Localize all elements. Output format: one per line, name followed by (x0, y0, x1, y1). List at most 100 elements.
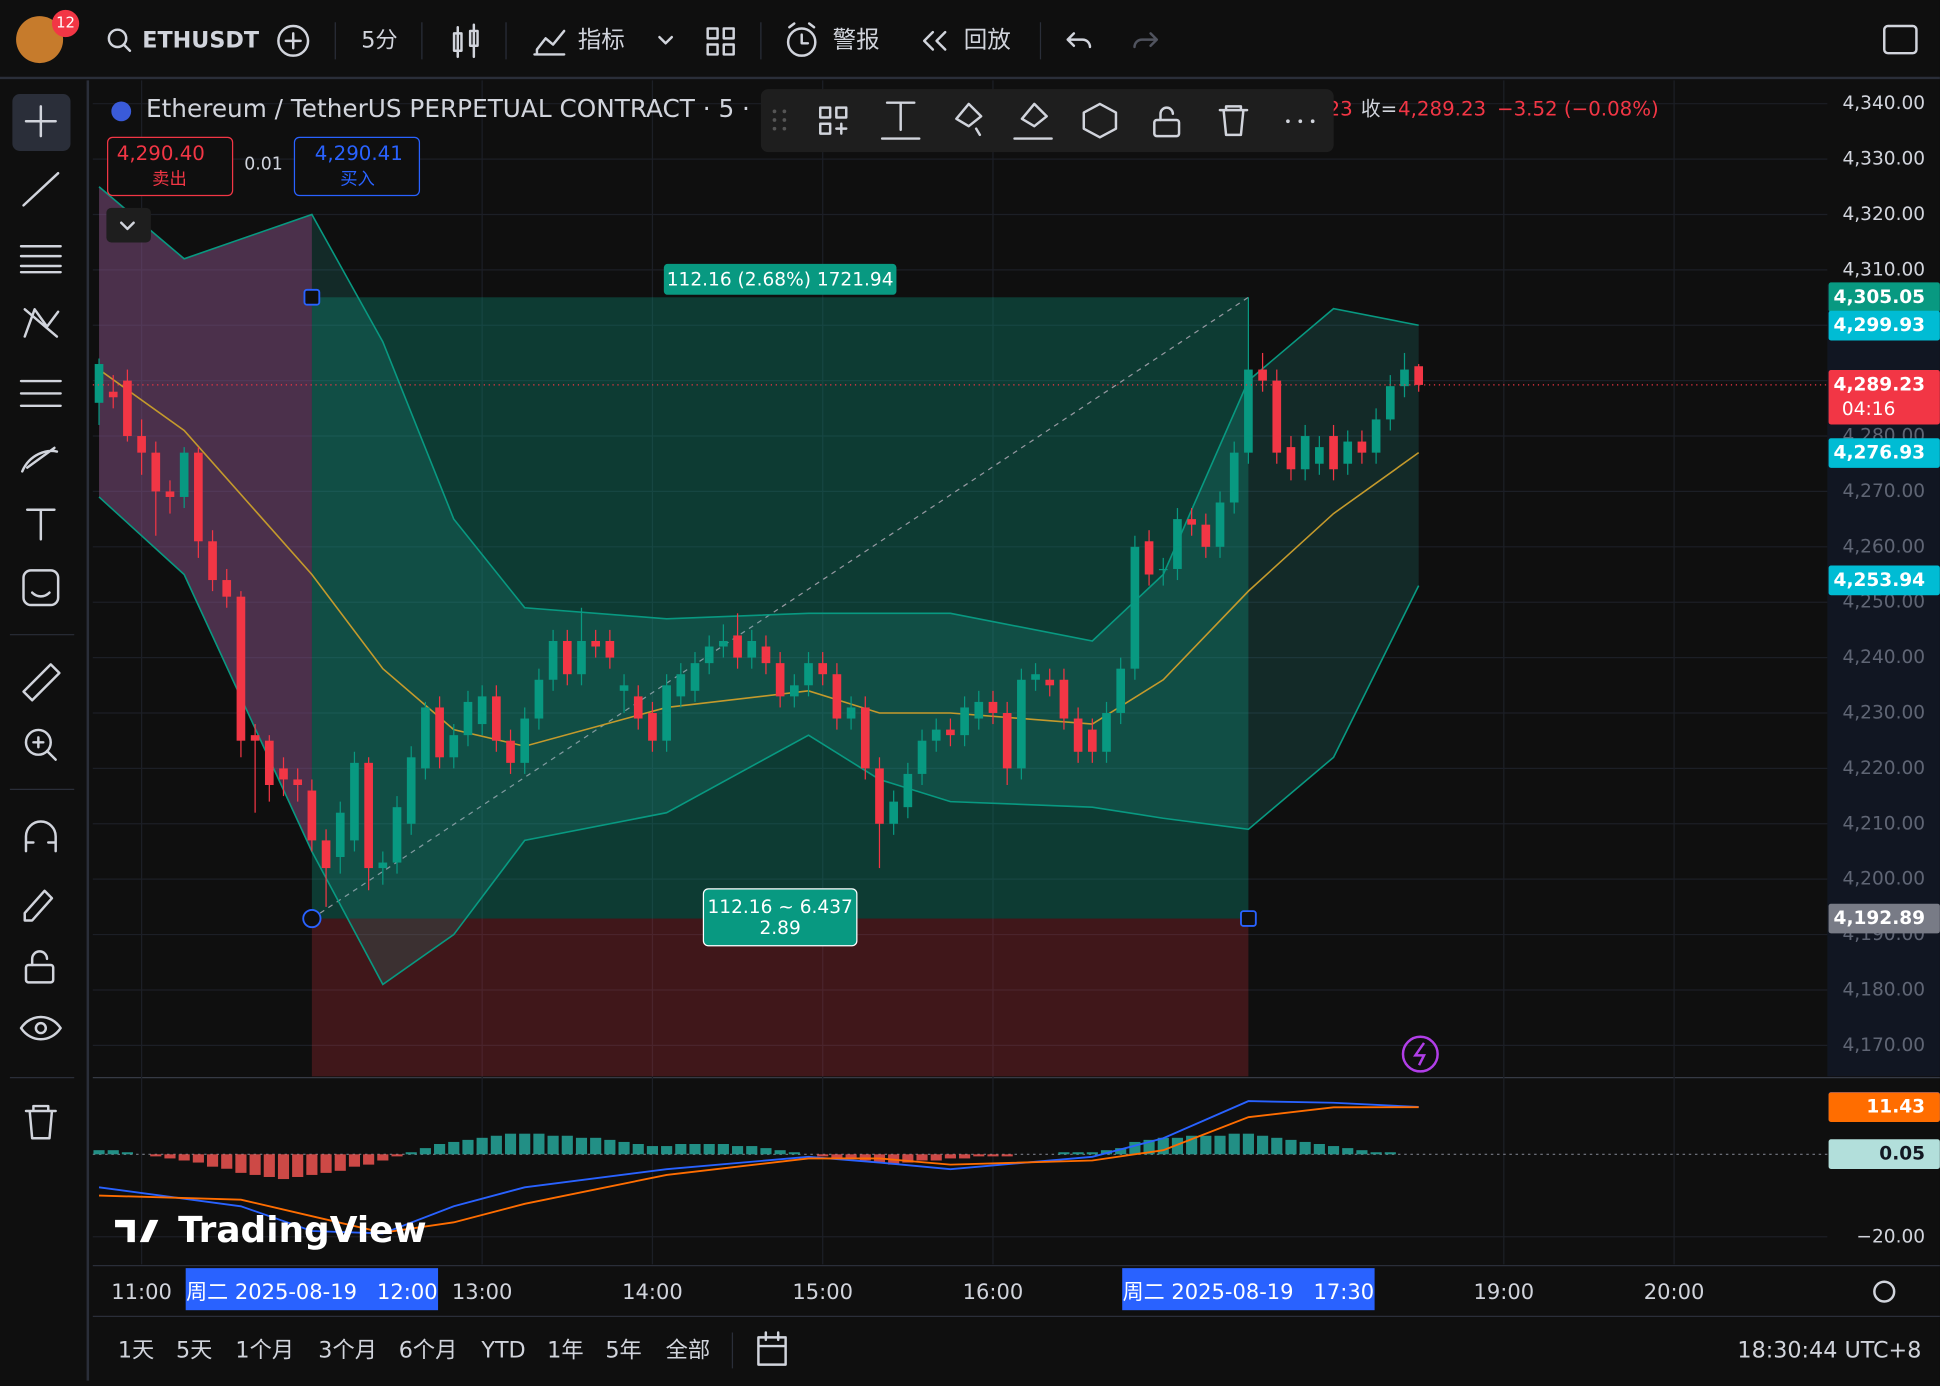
histogram-bar (1171, 1137, 1184, 1155)
candle-body (1329, 436, 1338, 470)
candle-body (406, 757, 416, 824)
histogram-bar (391, 1154, 403, 1157)
fib-tool[interactable] (19, 244, 62, 274)
signal-line (99, 1106, 1419, 1234)
brush-tool[interactable] (21, 446, 59, 473)
price-tag (1828, 903, 1940, 934)
x-marker-label: 周二 2025-08-19 12:00 (186, 1279, 437, 1304)
candle-body (1102, 712, 1111, 752)
ruler-tool[interactable] (22, 663, 61, 702)
price-tag (1828, 1092, 1940, 1123)
candle-body (747, 640, 757, 658)
delete-tool[interactable] (24, 1104, 57, 1140)
candle-body (775, 663, 785, 697)
candle-body (974, 701, 984, 719)
text-icon[interactable] (880, 101, 921, 140)
range-button[interactable]: YTD (480, 1338, 525, 1364)
candle-body (94, 364, 104, 403)
collapse-button[interactable] (106, 207, 151, 243)
buy-button[interactable] (293, 136, 421, 197)
histogram-bar (1342, 1148, 1354, 1155)
lock-tool[interactable] (24, 963, 55, 984)
visibility-tool[interactable] (19, 1015, 62, 1041)
clock[interactable]: 18:30:44 UTC+8 (1737, 1338, 1921, 1364)
candle-body (1158, 568, 1168, 571)
sell-button[interactable] (107, 136, 234, 197)
symbol[interactable]: ETHUSDT (142, 27, 260, 53)
watermark: TradingView (178, 1210, 426, 1251)
price-tag (1828, 282, 1940, 313)
indicators[interactable]: 指标 (578, 25, 625, 53)
indicator-icon[interactable] (533, 29, 566, 56)
fullscreen[interactable] (1883, 24, 1918, 55)
histogram-bar (448, 1141, 460, 1155)
replay-icon[interactable] (922, 30, 947, 51)
range-button[interactable]: 6个月 (399, 1338, 458, 1364)
add-symbol[interactable] (277, 24, 310, 57)
range-button[interactable]: 5年 (605, 1338, 641, 1364)
chevron[interactable] (658, 35, 674, 45)
lock-draw-tool[interactable] (23, 889, 54, 922)
plot-area: 4,340.004,330.004,320.004,310.004,300.00… (92, 80, 1940, 1311)
avatar[interactable] (16, 16, 64, 64)
range-button[interactable]: 1个月 (235, 1338, 294, 1364)
histogram-bar (717, 1143, 729, 1155)
price-tag-label: 4,289.23 (1834, 374, 1926, 395)
delete-icon[interactable] (1218, 105, 1249, 137)
range-button[interactable]: 1天 (118, 1338, 154, 1364)
handle (303, 288, 321, 306)
candle-body (619, 685, 629, 691)
layout-icon[interactable] (706, 27, 735, 56)
template-icon[interactable] (819, 106, 848, 135)
candle-body (250, 735, 260, 741)
emoji-tool (30, 591, 51, 598)
date-range-icon[interactable] (757, 1331, 787, 1366)
candle-body (875, 768, 884, 824)
histogram-bar (1356, 1150, 1368, 1155)
text-tool[interactable] (25, 508, 56, 541)
settings-icon[interactable] (1082, 102, 1118, 139)
trendline-tool[interactable] (22, 171, 60, 207)
crosshair-tool (24, 105, 57, 138)
candle-body (1286, 447, 1296, 470)
histogram-bar (604, 1139, 616, 1155)
zoom-tool[interactable] (24, 728, 52, 756)
search-icon[interactable] (107, 28, 128, 49)
candle-body (364, 762, 373, 869)
lock-icon[interactable] (1153, 118, 1181, 138)
range-button[interactable]: 3个月 (318, 1338, 377, 1364)
range-button[interactable]: 全部 (666, 1338, 711, 1364)
visibility-tool (34, 1021, 48, 1035)
position-label-box (663, 263, 897, 295)
alert-icon[interactable] (786, 27, 817, 57)
prediction-tool[interactable] (19, 379, 62, 408)
event-icon[interactable] (1401, 1035, 1439, 1073)
axis-settings[interactable] (1873, 1280, 1896, 1303)
target-zone (311, 297, 1249, 919)
chart-type-icon[interactable] (452, 23, 479, 59)
magnet-tool[interactable] (24, 820, 57, 853)
y-tick-label: 4,310.00 (1842, 259, 1925, 280)
band-lower (98, 496, 1420, 986)
handle (1240, 910, 1257, 927)
histogram-bar (774, 1150, 786, 1155)
replay[interactable]: 回放 (964, 25, 1011, 53)
candle-body (1017, 679, 1026, 769)
undo[interactable] (1066, 32, 1092, 49)
range-button[interactable]: 5天 (176, 1338, 212, 1364)
histogram-bar (831, 1154, 843, 1159)
alerts[interactable]: 警报 (833, 25, 880, 53)
x-marker (1122, 1268, 1375, 1311)
histogram-bar (1072, 1152, 1084, 1155)
range-button[interactable]: 1年 (547, 1338, 583, 1364)
emoji-tool[interactable] (22, 569, 60, 607)
histogram-bar (348, 1154, 361, 1167)
interval[interactable]: 5分 (361, 27, 397, 53)
candle-body (1187, 519, 1196, 525)
fill-icon[interactable] (955, 102, 983, 137)
price-tag-label: 4,192.89 (1834, 908, 1926, 929)
drag-handle[interactable] (772, 109, 787, 131)
pattern-tool[interactable] (23, 308, 60, 338)
redo[interactable] (1133, 32, 1159, 49)
border-icon[interactable] (1013, 102, 1053, 140)
